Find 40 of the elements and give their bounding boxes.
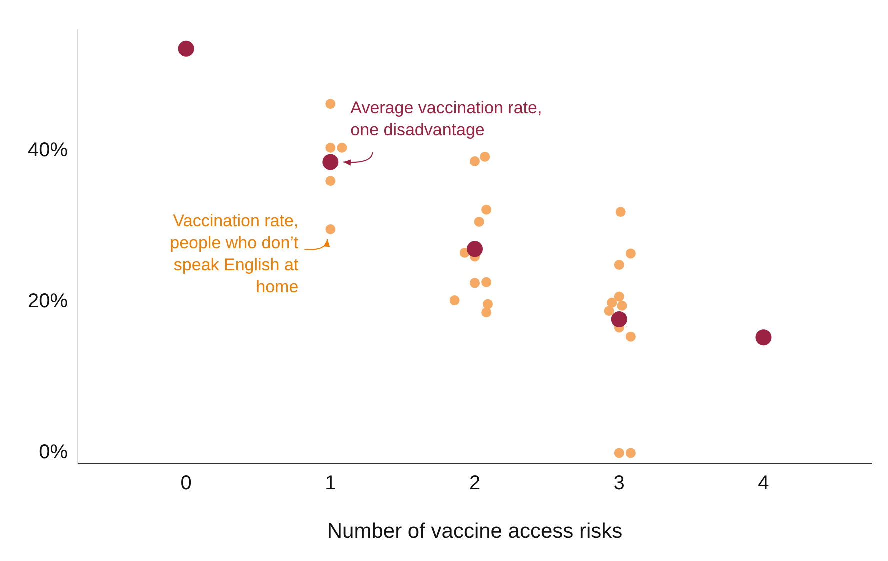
point bbox=[467, 241, 484, 258]
point bbox=[611, 311, 628, 328]
point bbox=[607, 298, 618, 308]
point bbox=[626, 248, 636, 259]
point bbox=[480, 152, 490, 162]
x-tick-label: 1 bbox=[325, 472, 336, 494]
x-tick-label: 0 bbox=[180, 472, 192, 494]
y-tick-label: 0% bbox=[39, 442, 68, 464]
point bbox=[470, 156, 480, 166]
point bbox=[616, 207, 626, 218]
point bbox=[326, 224, 336, 235]
point bbox=[483, 299, 494, 310]
y-tick-label: 20% bbox=[28, 290, 68, 313]
point bbox=[482, 308, 492, 318]
annotation: Vaccination rate, people who don’t speak English at home bbox=[170, 212, 299, 297]
point bbox=[326, 99, 336, 110]
x-tick-label: 4 bbox=[758, 472, 770, 494]
point bbox=[450, 296, 460, 306]
point bbox=[337, 142, 348, 153]
point bbox=[482, 277, 492, 288]
point bbox=[604, 306, 614, 316]
point bbox=[474, 216, 484, 227]
point bbox=[178, 40, 194, 57]
point bbox=[470, 278, 480, 288]
x-tick-label: 2 bbox=[469, 472, 481, 494]
point bbox=[482, 204, 492, 215]
point bbox=[614, 292, 624, 302]
y-tick-label: 40% bbox=[28, 139, 68, 162]
point bbox=[617, 300, 628, 311]
point bbox=[756, 330, 772, 346]
annotation: Average vaccination rate, one disadvantage bbox=[350, 98, 542, 140]
point bbox=[626, 448, 636, 458]
point bbox=[322, 154, 339, 170]
x-tick-label: 3 bbox=[614, 472, 625, 494]
point bbox=[326, 176, 336, 186]
point bbox=[614, 260, 624, 270]
point bbox=[614, 448, 624, 458]
point bbox=[326, 142, 336, 153]
x-axis-title: Number of vaccine access risks bbox=[327, 520, 623, 544]
point bbox=[626, 332, 636, 342]
